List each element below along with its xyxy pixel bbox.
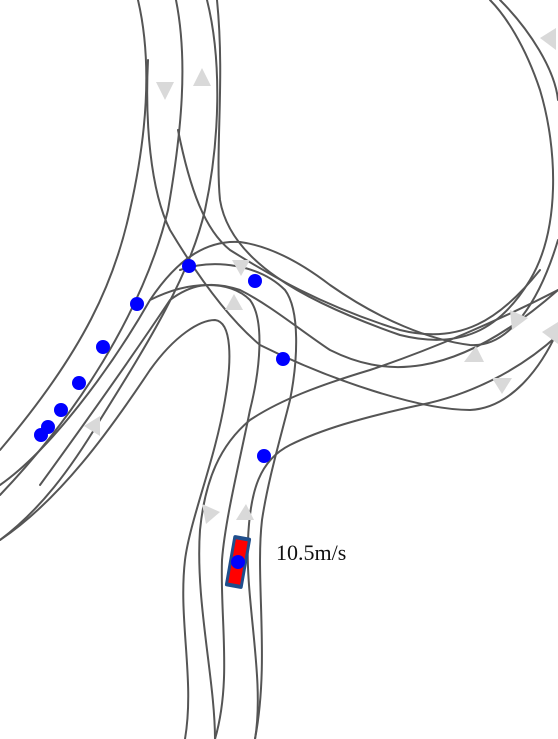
lane-line (39, 283, 558, 486)
waypoint (96, 340, 110, 354)
ego-vehicle (224, 535, 252, 589)
direction-arrow (156, 82, 174, 100)
lane-line (216, 0, 555, 341)
lane-line (246, 334, 558, 739)
waypoint (34, 428, 48, 442)
direction-arrow (540, 28, 556, 50)
direction-arrow (225, 294, 243, 310)
direction-arrow (542, 322, 558, 344)
waypoint (248, 274, 262, 288)
waypoint (72, 376, 86, 390)
direction-arrow (202, 504, 220, 524)
direction-arrow (84, 416, 100, 436)
direction-arrow (510, 310, 528, 330)
lane-line (198, 289, 558, 739)
waypoints (34, 259, 290, 463)
lane-line (0, 319, 231, 739)
lane-line (0, 0, 184, 496)
waypoint (257, 449, 271, 463)
direction-arrows (84, 28, 558, 524)
ego-speed-label: 10.5m/s (276, 540, 346, 565)
direction-arrow (464, 346, 484, 362)
waypoint (130, 297, 144, 311)
lane-line (149, 284, 261, 739)
lane-line (0, 0, 148, 451)
lane-line (179, 263, 298, 739)
lane-line (0, 0, 219, 541)
lane-line (146, 59, 558, 411)
direction-arrow (236, 504, 254, 520)
lane-line (499, 0, 558, 101)
direction-arrow (193, 68, 211, 86)
waypoint (54, 403, 68, 417)
ego-vehicle-marker (231, 555, 245, 569)
direction-arrow (232, 260, 250, 276)
waypoint (182, 259, 196, 273)
direction-arrow (492, 378, 512, 394)
waypoint (276, 352, 290, 366)
lane-line (0, 239, 558, 486)
lane-line (177, 129, 541, 336)
